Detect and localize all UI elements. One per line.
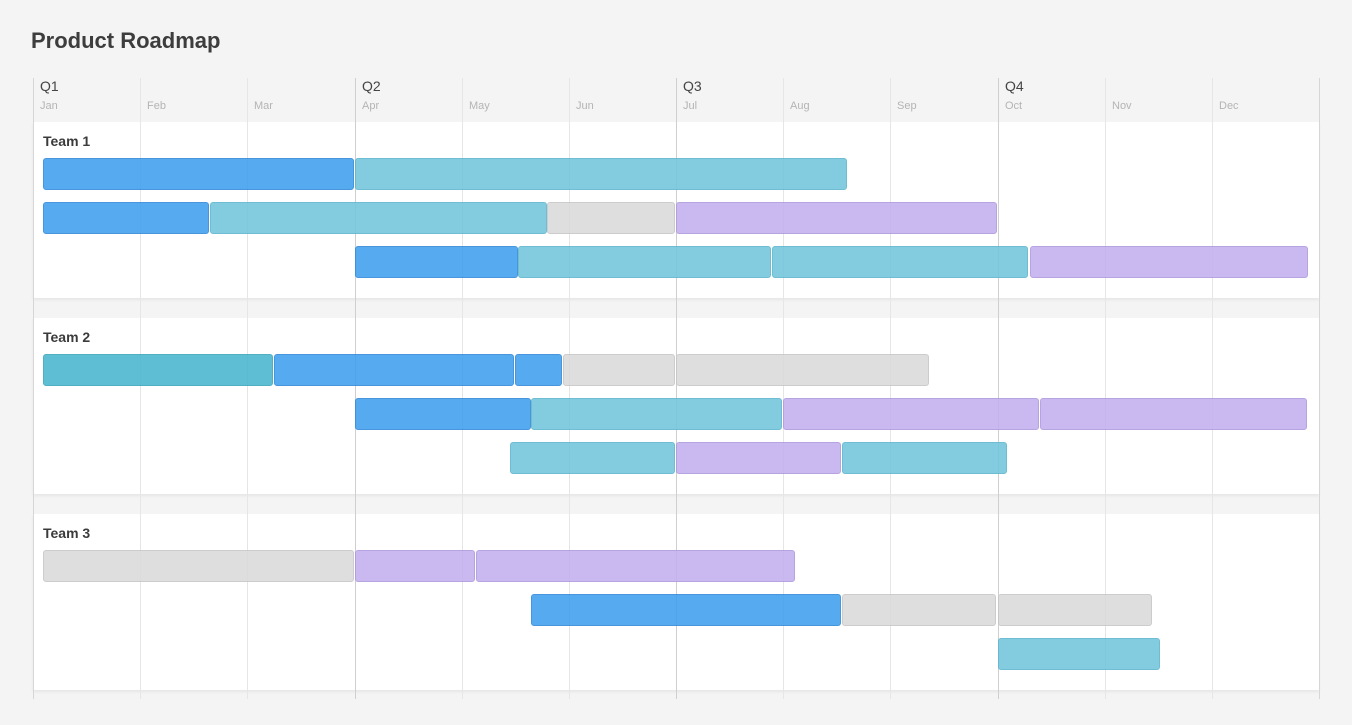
quarter-label: Q1 — [40, 78, 59, 94]
roadmap-bar[interactable] — [43, 550, 354, 582]
team-label: Team 1 — [43, 133, 91, 149]
roadmap-bar[interactable] — [355, 550, 475, 582]
roadmap-bar[interactable] — [355, 398, 531, 430]
roadmap-bar[interactable] — [676, 202, 997, 234]
roadmap-bar[interactable] — [547, 202, 675, 234]
roadmap-bar[interactable] — [518, 246, 771, 278]
month-label: Feb — [147, 100, 166, 112]
team-label: Team 2 — [43, 329, 91, 345]
roadmap-bar[interactable] — [355, 246, 518, 278]
roadmap-bar[interactable] — [998, 638, 1160, 670]
roadmap-bar[interactable] — [515, 354, 562, 386]
month-label: Jul — [683, 100, 698, 112]
roadmap-bar[interactable] — [676, 354, 929, 386]
month-label: Nov — [1112, 100, 1132, 112]
roadmap-bar[interactable] — [998, 594, 1152, 626]
roadmap-bar[interactable] — [355, 158, 847, 190]
month-gridline — [1319, 78, 1320, 699]
month-label: Oct — [1005, 100, 1023, 112]
month-label: Jun — [576, 100, 594, 112]
month-label: May — [469, 100, 490, 112]
roadmap-bar[interactable] — [531, 398, 782, 430]
roadmap-bar[interactable] — [43, 202, 209, 234]
quarter-label: Q2 — [362, 78, 381, 94]
roadmap-bar[interactable] — [43, 354, 273, 386]
roadmap-bar[interactable] — [476, 550, 795, 582]
month-label: Sep — [897, 100, 917, 112]
roadmap-bar[interactable] — [842, 442, 1007, 474]
roadmap-bar[interactable] — [510, 442, 675, 474]
roadmap-bar[interactable] — [1040, 398, 1307, 430]
roadmap-bar[interactable] — [1030, 246, 1308, 278]
quarter-label: Q4 — [1005, 78, 1024, 94]
roadmap-timeline: Team 1 Team 2 Team 3 Q1 Q2 Q3 Q4 Jan Feb Mar Ap… — [33, 78, 1320, 699]
page-title: Product Roadmap — [31, 28, 221, 53]
month-label: Dec — [1219, 100, 1239, 112]
month-label: Aug — [790, 100, 810, 112]
roadmap-bar[interactable] — [676, 442, 841, 474]
roadmap-bar[interactable] — [563, 354, 675, 386]
roadmap-bar[interactable] — [43, 158, 354, 190]
roadmap-bar[interactable] — [772, 246, 1028, 278]
roadmap-bar[interactable] — [783, 398, 1039, 430]
roadmap-bar[interactable] — [210, 202, 547, 234]
roadmap-bar[interactable] — [274, 354, 514, 386]
quarter-label: Q3 — [683, 78, 702, 94]
team-label: Team 3 — [43, 525, 91, 541]
month-label: Mar — [254, 100, 273, 112]
roadmap-bar[interactable] — [842, 594, 996, 626]
month-label: Jan — [40, 100, 58, 112]
month-label: Apr — [362, 100, 380, 112]
roadmap-bar[interactable] — [531, 594, 841, 626]
